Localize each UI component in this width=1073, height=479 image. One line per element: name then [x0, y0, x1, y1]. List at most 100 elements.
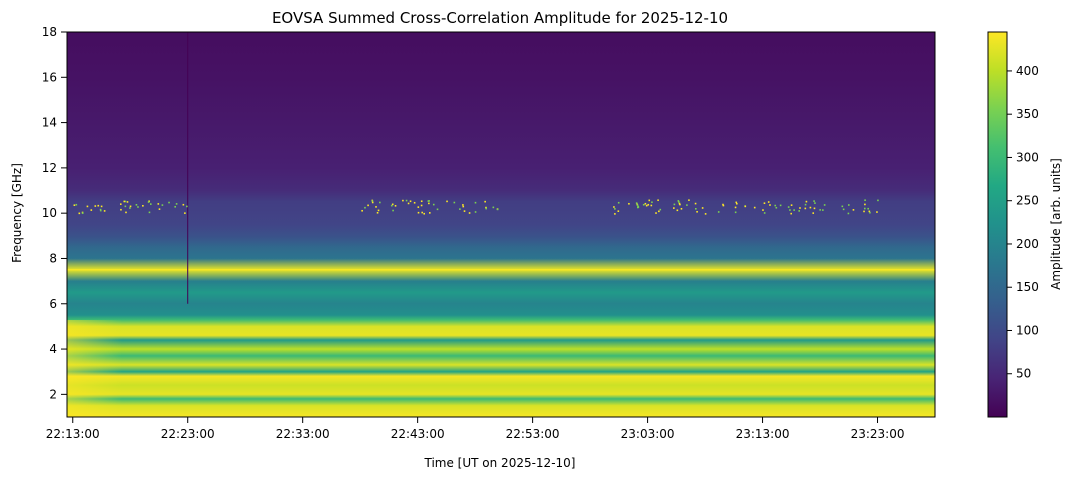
- rfi-dot: [394, 205, 397, 207]
- rfi-dot: [695, 207, 697, 210]
- rfi-dot: [655, 212, 657, 214]
- rfi-dot: [717, 211, 720, 213]
- rfi-dot: [148, 211, 151, 214]
- rfi-dot: [847, 212, 850, 215]
- rfi-dot: [813, 200, 815, 202]
- y-tick-label: 10: [42, 206, 57, 220]
- rfi-dot: [124, 200, 127, 203]
- rfi-dot: [142, 205, 144, 207]
- rfi-dot: [485, 206, 487, 209]
- rfi-dot: [648, 199, 651, 202]
- rfi-dot: [863, 207, 866, 210]
- rfi-dot: [867, 207, 869, 210]
- rfi-dot: [779, 204, 782, 207]
- x-tick-label: 22:33:00: [276, 427, 330, 441]
- rfi-dot: [168, 201, 170, 204]
- rfi-dot: [413, 201, 416, 204]
- rfi-dot: [459, 208, 461, 210]
- rfi-dot: [371, 201, 374, 204]
- y-tick-label: 6: [49, 297, 57, 311]
- rfi-dot: [407, 202, 410, 205]
- rfi-dot: [790, 204, 793, 206]
- rfi-dot: [375, 206, 377, 208]
- rfi-dot: [798, 210, 801, 212]
- rfi-dot: [129, 205, 132, 208]
- rfi-dot: [804, 207, 807, 210]
- rfi-dot: [769, 204, 771, 206]
- rfi-dot: [468, 212, 471, 214]
- x-axis-label: Time [UT on 2025-12-10]: [424, 456, 576, 470]
- rfi-dot: [868, 210, 871, 213]
- rfi-dot: [157, 203, 160, 205]
- colorbar-axis: 50 100 150 200 250 300 350 400: [1007, 64, 1039, 381]
- rfi-dot: [371, 200, 374, 202]
- rfi-dot: [763, 212, 766, 214]
- rfi-dot: [463, 210, 466, 212]
- rfi-dot: [852, 209, 855, 211]
- rfi-dot: [676, 209, 679, 212]
- rfi-dot: [694, 202, 697, 205]
- rfi-dot: [148, 200, 150, 203]
- rfi-dot: [869, 211, 871, 214]
- rfi-dot: [704, 213, 707, 215]
- rfi-dot: [636, 204, 639, 206]
- colorbar-tick-label: 150: [1016, 280, 1039, 294]
- rfi-dot: [120, 208, 122, 211]
- rfi-dot: [100, 205, 103, 208]
- rfi-dot: [392, 209, 394, 212]
- x-tick-label: 23:03:00: [621, 427, 675, 441]
- rfi-dot: [405, 199, 408, 202]
- rfi-dot: [701, 207, 704, 209]
- rfi-dot: [635, 202, 638, 204]
- rfi-dot: [680, 207, 683, 210]
- rfi-dot: [125, 211, 127, 214]
- rfi-dot: [645, 204, 648, 207]
- early-time-brightening: [67, 320, 122, 417]
- y-tick-label: 8: [49, 251, 57, 265]
- rfi-dot: [864, 199, 866, 202]
- rfi-dot: [841, 205, 844, 208]
- rfi-dot: [390, 204, 393, 207]
- rfi-dot: [184, 212, 186, 214]
- rfi-dot: [617, 210, 620, 212]
- rfi-dot: [657, 199, 659, 202]
- features-layer: [67, 32, 935, 304]
- rfi-dot: [492, 206, 495, 209]
- x-axis: 22:13:00 22:23:00 22:33:00 22:43:00 22:53:00…: [46, 417, 905, 441]
- x-tick-label: 23:23:00: [851, 427, 905, 441]
- rfi-dot: [147, 201, 150, 203]
- rfi-dot: [775, 206, 778, 209]
- rfi-dot: [124, 205, 127, 208]
- rfi-dot: [75, 203, 78, 206]
- colorbar-tick-label: 100: [1016, 323, 1039, 337]
- rfi-dot: [673, 203, 676, 206]
- rfi-dot: [613, 206, 615, 208]
- rfi-dot: [446, 200, 448, 203]
- rfi-dot: [876, 211, 878, 213]
- rfi-dot: [847, 204, 850, 206]
- rfi-dot: [453, 201, 456, 204]
- rfi-dot: [158, 208, 161, 210]
- x-tick-label: 22:13:00: [46, 427, 100, 441]
- rfi-dot: [805, 200, 808, 203]
- x-tick-label: 22:43:00: [391, 427, 445, 441]
- rfi-dot: [686, 204, 688, 206]
- rfi-dot: [813, 207, 816, 210]
- rfi-dot: [474, 201, 477, 204]
- heatmap-image: [67, 32, 935, 417]
- rfi-dot: [696, 210, 698, 213]
- plot-frame: [66, 31, 936, 418]
- rfi-dot: [763, 202, 766, 204]
- rfi-dot: [819, 209, 821, 211]
- rfi-dot: [647, 203, 650, 206]
- rfi-dot: [99, 209, 102, 212]
- rfi-dot: [496, 208, 499, 211]
- colorbar-tick-label: 300: [1016, 150, 1039, 164]
- chart-title: EOVSA Summed Cross-Correlation Amplitude…: [272, 9, 728, 27]
- rfi-dot: [614, 208, 616, 210]
- rfi-dot: [753, 206, 756, 209]
- plot-area: [67, 32, 935, 417]
- rfi-dot: [175, 203, 178, 205]
- rfi-dot: [658, 210, 660, 213]
- x-tick-label: 22:23:00: [161, 427, 215, 441]
